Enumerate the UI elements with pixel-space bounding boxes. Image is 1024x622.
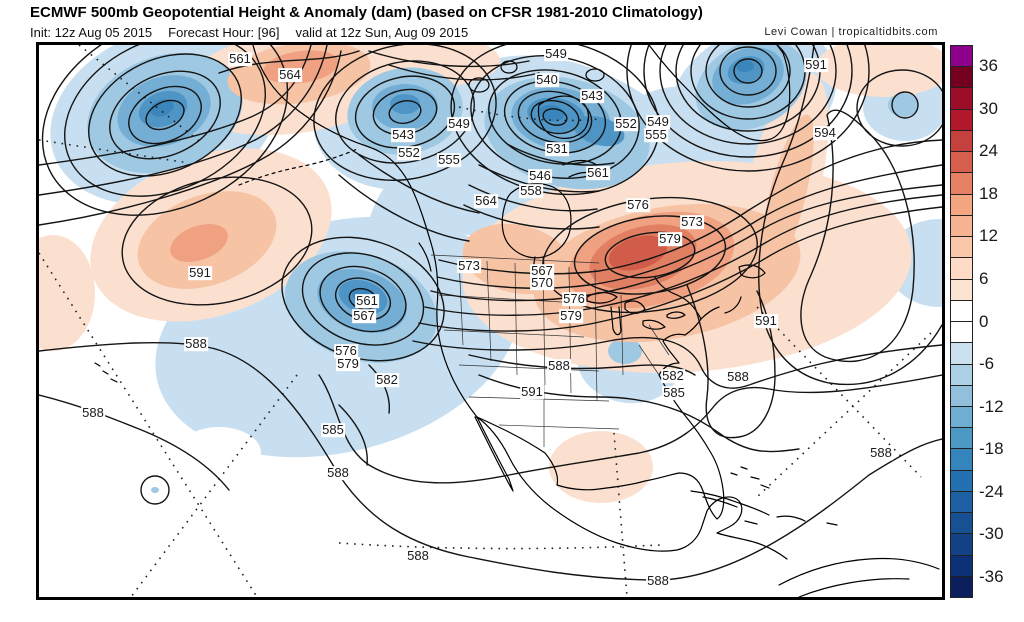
- colorbar-cell: [951, 109, 972, 131]
- colorbar-cell: [951, 258, 972, 280]
- credit-text: Levi Cowan | tropicaltidbits.com: [764, 26, 938, 38]
- colorbar-tick: -24: [979, 481, 1004, 501]
- state-borders: [430, 254, 670, 447]
- colorbar-cell: [951, 322, 972, 344]
- colorbar-tick: 30: [979, 98, 998, 118]
- colorbar-cell: [951, 428, 972, 450]
- map-frame: [36, 42, 945, 600]
- colorbar-cell: [951, 88, 972, 110]
- colorbar-tick: 24: [979, 141, 998, 161]
- colorbar-cell: [951, 449, 972, 471]
- colorbar-cell: [951, 130, 972, 153]
- init-time: Init: 12z Aug 05 2015: [30, 25, 153, 40]
- colorbar-cell: [951, 279, 972, 301]
- colorbar-cell: [951, 491, 972, 514]
- colorbar-cell: [951, 237, 972, 259]
- graticule: [39, 45, 932, 597]
- colorbar-cell: [951, 152, 972, 174]
- colorbar-cell: [951, 470, 972, 492]
- colorbar-tick: 6: [979, 268, 989, 288]
- colorbar-cell: [951, 385, 972, 407]
- colorbar-tick: -6: [979, 354, 995, 374]
- colorbar-tick: 36: [979, 56, 998, 76]
- colorbar-tick: -36: [979, 566, 1004, 586]
- colorbar-cell: [951, 513, 972, 535]
- colorbar-tick: -18: [979, 439, 1004, 459]
- colorbar-cell: [951, 173, 972, 195]
- colorbar-tick: -30: [979, 524, 1004, 544]
- colorbar-tick: 12: [979, 226, 998, 246]
- colorbar-tick: -12: [979, 396, 1004, 416]
- colorbar-cell: [951, 67, 972, 89]
- colorbar-cell: [951, 300, 972, 323]
- map-canvas: [39, 45, 942, 597]
- colorbar-cell: [951, 364, 972, 386]
- colorbar-cell: [951, 343, 972, 365]
- run-info: Init: 12z Aug 05 2015 Forecast Hour: [96]…: [30, 25, 484, 40]
- colorbar-cell: [951, 576, 972, 598]
- colorbar-cell: [951, 406, 972, 429]
- forecast-hour: Forecast Hour: [96]: [168, 25, 280, 40]
- valid-time: valid at 12z Sun, Aug 09 2015: [295, 25, 469, 40]
- page-title: ECMWF 500mb Geopotential Height & Anomal…: [30, 4, 703, 21]
- colorbar-tick: 18: [979, 183, 998, 203]
- colorbar-cell: [951, 555, 972, 577]
- colorbar-cell: [951, 194, 972, 216]
- colorbar-cell: [951, 215, 972, 238]
- colorbar-cell: [951, 534, 972, 556]
- colorbar-cell: [951, 46, 972, 68]
- colorbar: [950, 45, 973, 598]
- colorbar-tick: 0: [979, 311, 989, 331]
